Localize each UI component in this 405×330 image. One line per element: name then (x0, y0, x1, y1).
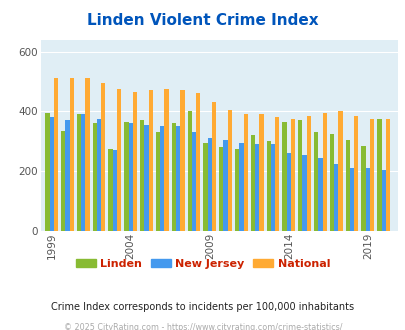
Bar (203, 143, 207, 231)
Bar (275, 117, 279, 231)
Bar (180, 90, 184, 231)
Bar (360, 146, 365, 231)
Bar (282, 122, 286, 231)
Bar (337, 112, 342, 231)
Bar (69, 79, 74, 231)
Bar (318, 158, 322, 231)
Bar (243, 115, 247, 231)
Bar (219, 147, 223, 231)
Bar (164, 89, 168, 231)
Bar (65, 120, 69, 231)
Bar (140, 120, 144, 231)
Bar (313, 132, 318, 231)
Bar (297, 120, 302, 231)
Legend: Linden, New Jersey, National: Linden, New Jersey, National (71, 254, 334, 273)
Text: Crime Index corresponds to incidents per 100,000 inhabitants: Crime Index corresponds to incidents per… (51, 302, 354, 312)
Bar (270, 144, 275, 231)
Bar (266, 141, 270, 231)
Bar (223, 140, 227, 231)
Bar (345, 140, 349, 231)
Text: Linden Violent Crime Index: Linden Violent Crime Index (87, 13, 318, 28)
Bar (148, 90, 153, 231)
Text: © 2025 CityRating.com - https://www.cityrating.com/crime-statistics/: © 2025 CityRating.com - https://www.city… (64, 323, 341, 330)
Bar (49, 117, 54, 231)
Bar (259, 115, 263, 231)
Bar (113, 150, 117, 231)
Bar (160, 126, 164, 231)
Bar (290, 119, 294, 231)
Bar (117, 89, 121, 231)
Bar (156, 132, 160, 231)
Bar (250, 135, 254, 231)
Bar (97, 119, 101, 231)
Bar (77, 115, 81, 231)
Bar (187, 112, 191, 231)
Bar (191, 132, 196, 231)
Bar (369, 119, 373, 231)
Bar (376, 119, 381, 231)
Bar (254, 144, 259, 231)
Bar (207, 138, 211, 231)
Bar (45, 113, 49, 231)
Bar (171, 123, 176, 231)
Bar (286, 153, 290, 231)
Bar (385, 119, 389, 231)
Bar (234, 149, 239, 231)
Bar (333, 164, 337, 231)
Bar (176, 126, 180, 231)
Bar (54, 79, 58, 231)
Bar (302, 155, 306, 231)
Bar (227, 110, 231, 231)
Bar (124, 122, 128, 231)
Bar (322, 113, 326, 231)
Bar (381, 170, 385, 231)
Bar (144, 125, 148, 231)
Bar (101, 83, 105, 231)
Bar (353, 116, 358, 231)
Bar (128, 123, 132, 231)
Bar (81, 115, 85, 231)
Bar (196, 93, 200, 231)
Bar (306, 116, 310, 231)
Bar (108, 149, 113, 231)
Bar (329, 134, 333, 231)
Bar (85, 79, 90, 231)
Bar (211, 102, 215, 231)
Bar (132, 92, 137, 231)
Bar (365, 168, 369, 231)
Bar (61, 131, 65, 231)
Bar (92, 123, 97, 231)
Bar (239, 143, 243, 231)
Bar (349, 168, 353, 231)
